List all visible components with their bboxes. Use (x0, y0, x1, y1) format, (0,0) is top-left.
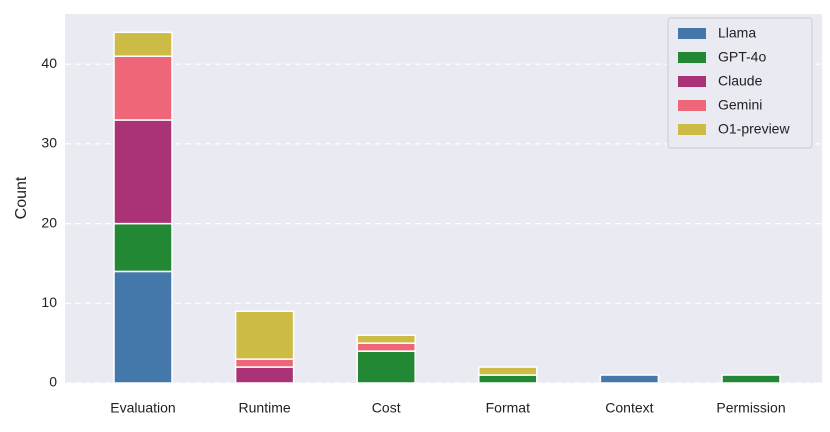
legend-label: O1-preview (718, 121, 790, 137)
y-tick-label: 40 (41, 55, 57, 71)
x-tick-label: Cost (372, 400, 401, 416)
bar-segment (113, 222, 173, 273)
legend-swatch (678, 28, 706, 39)
legend-label: Claude (718, 73, 763, 89)
bar-segment (599, 374, 660, 384)
bar-segment (113, 31, 173, 57)
legend-swatch (678, 100, 706, 111)
y-tick-label: 30 (41, 135, 57, 151)
x-tick-label: Runtime (239, 400, 291, 416)
y-tick-label: 0 (49, 374, 57, 390)
x-tick-label: Context (605, 400, 653, 416)
bar-segment (356, 350, 416, 384)
legend-swatch (678, 124, 706, 135)
bar-segment (113, 270, 173, 384)
bar-segment (113, 119, 173, 225)
bar-segment (113, 55, 173, 121)
bar-segment (234, 366, 295, 384)
y-axis-label: Count (13, 176, 30, 219)
legend-swatch (678, 52, 706, 63)
x-tick-label: Permission (716, 400, 785, 416)
legend-label: Llama (718, 25, 756, 41)
legend-box (667, 17, 813, 149)
bar-segment (234, 358, 295, 368)
bar-segment (356, 334, 416, 344)
bar-segment (478, 366, 538, 376)
bar-segment (356, 342, 416, 352)
x-tick-label: Evaluation (110, 400, 175, 416)
bar-segment (721, 374, 781, 384)
x-tick-label: Format (486, 400, 530, 416)
legend-label: Gemini (718, 97, 762, 113)
y-tick-label: 20 (41, 214, 57, 230)
legend: Llama GPT-4o Claude Gemini O1-preview (667, 17, 813, 149)
legend-swatch (678, 76, 706, 87)
bar-segment (234, 310, 295, 360)
y-tick-label: 10 (41, 294, 57, 310)
legend-label: GPT-4o (718, 49, 766, 65)
bar-segment (478, 374, 538, 384)
